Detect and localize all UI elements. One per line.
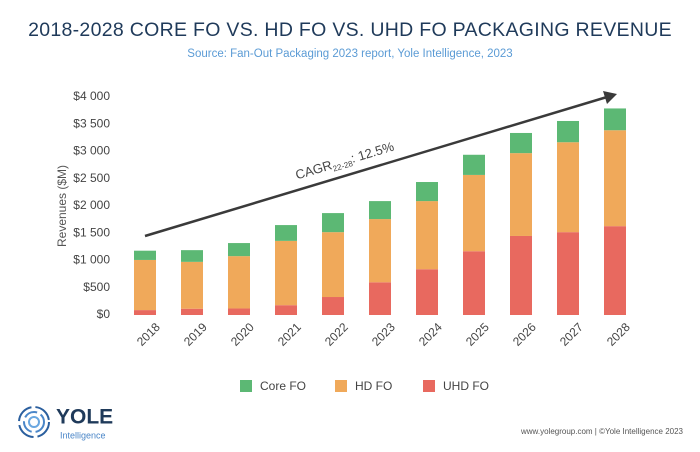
- bar-segment: [510, 132, 532, 154]
- bar-segment: [228, 256, 250, 309]
- bar-segment: [181, 308, 203, 315]
- bar-segment: [322, 232, 344, 298]
- bar-segment: [510, 153, 532, 236]
- x-tick-label: 2020: [228, 320, 257, 349]
- x-tick-label: 2024: [416, 320, 445, 349]
- x-tick-label: 2019: [181, 320, 210, 349]
- legend-swatch: [423, 380, 435, 392]
- bar-segment: [134, 259, 156, 311]
- x-tick-label: 2026: [510, 320, 539, 349]
- legend-swatch: [240, 380, 252, 392]
- bar-segment: [228, 308, 250, 315]
- x-tick-label: 2018: [134, 320, 163, 349]
- x-tick-label: 2025: [463, 320, 492, 349]
- y-tick-label: $4 000: [73, 89, 110, 103]
- chart-subtitle: Source: Fan-Out Packaging 2023 report, Y…: [187, 48, 512, 60]
- bar-segment: [322, 297, 344, 315]
- legend-swatch: [335, 380, 347, 392]
- logo: YOLE Intelligence: [18, 406, 113, 440]
- cagr-arrow: [144, 91, 617, 238]
- bar-segment: [369, 219, 391, 283]
- legend-label: HD FO: [355, 379, 392, 393]
- y-tick-label: $3 000: [73, 144, 110, 158]
- bar-segment: [416, 182, 438, 202]
- bar-segment: [181, 261, 203, 309]
- bar-segment: [275, 225, 297, 241]
- bar-segment: [463, 174, 485, 252]
- bar-segment: [369, 201, 391, 220]
- y-tick-label: $1 500: [73, 225, 110, 239]
- logo-text: YOLE: [56, 406, 113, 429]
- legend-label: UHD FO: [443, 379, 489, 393]
- y-tick-label: $500: [83, 280, 110, 294]
- chart-title: 2018-2028 CORE FO VS. HD FO VS. UHD FO P…: [28, 19, 672, 41]
- arrow-head: [603, 91, 617, 104]
- bar-segment: [275, 240, 297, 306]
- y-tick-label: $0: [97, 307, 111, 321]
- bar-segment: [416, 201, 438, 270]
- y-tick-label: $2 500: [73, 171, 110, 185]
- cagr-annotation: CAGR22-28: 12.5%: [294, 139, 397, 184]
- bar-segment: [134, 310, 156, 315]
- bar-segment: [604, 226, 626, 315]
- bar-segment: [134, 250, 156, 260]
- x-tick-label: 2023: [369, 320, 398, 349]
- footer-credit: www.yolegroup.com | ©Yole Intelligence 2…: [520, 427, 684, 436]
- x-tick-label: 2028: [604, 320, 633, 349]
- bar-segment: [604, 130, 626, 227]
- bar-segment: [557, 120, 579, 143]
- bar-segment: [557, 232, 579, 315]
- cagr-text: CAGR: [294, 158, 334, 183]
- x-tick-label: 2021: [275, 320, 304, 349]
- y-tick-label: $2 000: [73, 198, 110, 212]
- x-tick-label: 2027: [557, 320, 586, 349]
- logo-ring: [23, 411, 45, 433]
- y-tick-label: $1 000: [73, 253, 110, 267]
- bar-segment: [416, 269, 438, 315]
- x-tick-label: 2022: [322, 320, 351, 349]
- bar-segment: [463, 154, 485, 175]
- logo-ring: [18, 406, 50, 438]
- y-tick-label: $3 500: [73, 116, 110, 130]
- y-axis-label: Revenues ($M): [55, 165, 69, 247]
- logo-ring: [28, 416, 40, 428]
- logo-subtext: Intelligence: [60, 430, 106, 440]
- bar-segment: [181, 250, 203, 262]
- bar-segment: [322, 213, 344, 233]
- legend-label: Core FO: [260, 379, 306, 393]
- bar-segment: [604, 108, 626, 131]
- bar-segment: [369, 282, 391, 315]
- bar-segment: [557, 142, 579, 233]
- bar-segment: [510, 235, 532, 315]
- arrow-line: [144, 95, 608, 238]
- bar-segment: [275, 305, 297, 315]
- bar-segment: [228, 243, 250, 257]
- bar-segment: [463, 251, 485, 315]
